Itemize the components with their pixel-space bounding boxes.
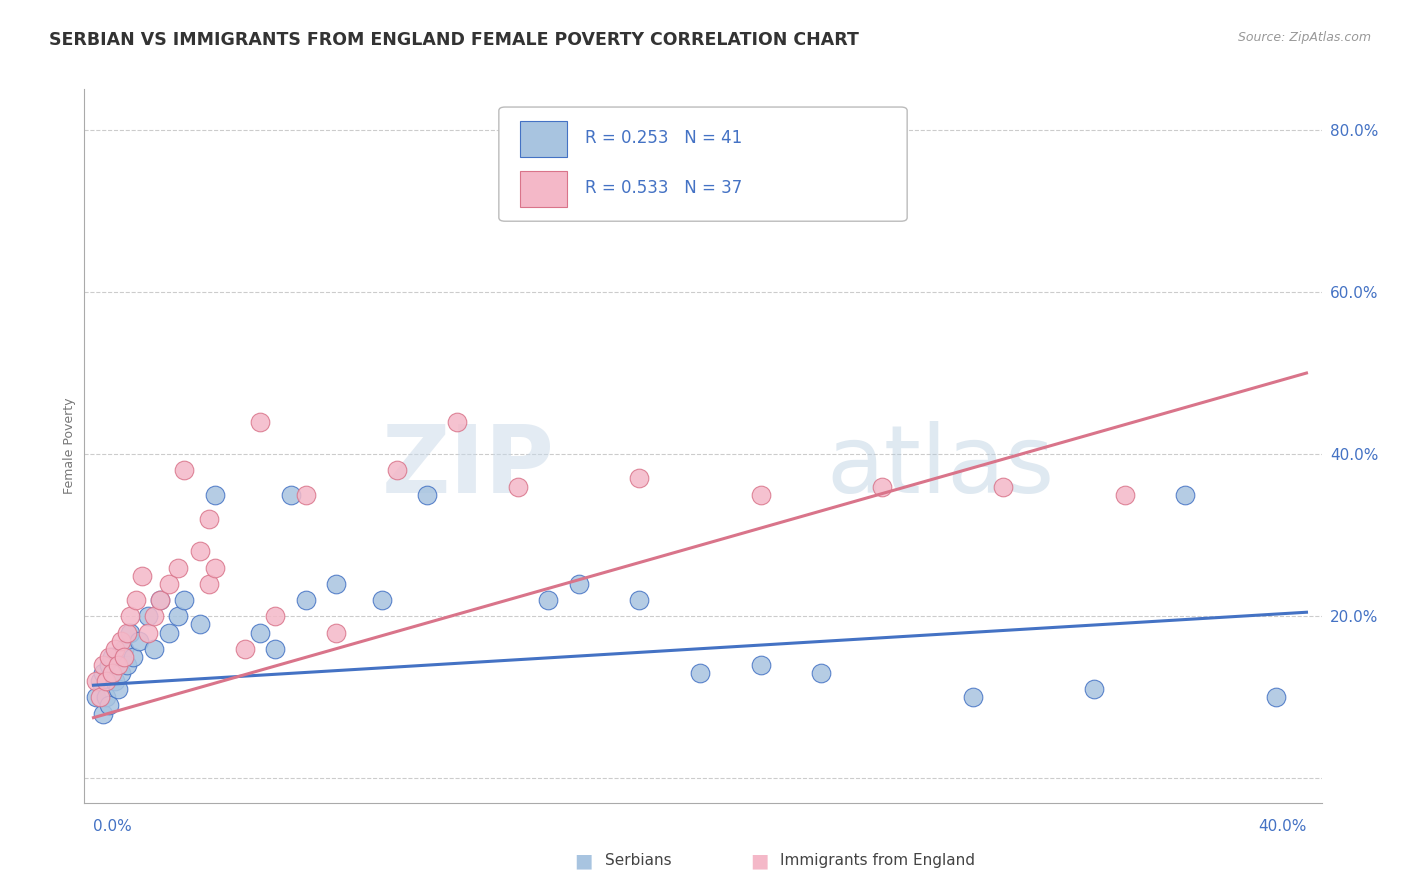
Point bbox=[962, 690, 984, 705]
Point bbox=[91, 666, 114, 681]
Point bbox=[143, 641, 166, 656]
Point bbox=[628, 593, 651, 607]
Point bbox=[188, 617, 211, 632]
Point bbox=[173, 463, 195, 477]
Point bbox=[249, 625, 271, 640]
Point bbox=[118, 625, 141, 640]
FancyBboxPatch shape bbox=[499, 107, 907, 221]
Text: R = 0.533   N = 37: R = 0.533 N = 37 bbox=[585, 178, 742, 196]
Point bbox=[810, 666, 832, 681]
Point bbox=[173, 593, 195, 607]
Text: 40.0%: 40.0% bbox=[1258, 819, 1306, 834]
Point bbox=[91, 706, 114, 721]
Point bbox=[107, 657, 129, 672]
Point bbox=[1174, 488, 1197, 502]
Point bbox=[325, 577, 347, 591]
Point bbox=[149, 593, 172, 607]
Point bbox=[264, 609, 287, 624]
Point bbox=[249, 415, 271, 429]
Point bbox=[97, 649, 120, 664]
Point bbox=[188, 544, 211, 558]
Point bbox=[89, 674, 111, 689]
Point bbox=[568, 577, 591, 591]
Point bbox=[506, 479, 529, 493]
Point bbox=[91, 657, 114, 672]
Point bbox=[294, 488, 316, 502]
Y-axis label: Female Poverty: Female Poverty bbox=[63, 398, 76, 494]
Text: ■: ■ bbox=[574, 851, 593, 871]
Point bbox=[86, 690, 108, 705]
FancyBboxPatch shape bbox=[520, 121, 567, 157]
Text: Source: ZipAtlas.com: Source: ZipAtlas.com bbox=[1237, 31, 1371, 45]
Point bbox=[104, 641, 127, 656]
Point bbox=[628, 471, 651, 485]
Point bbox=[122, 649, 145, 664]
Point bbox=[294, 593, 316, 607]
Point bbox=[1265, 690, 1288, 705]
Point bbox=[136, 609, 159, 624]
Point bbox=[157, 625, 180, 640]
Point bbox=[325, 625, 347, 640]
Point bbox=[233, 641, 256, 656]
Point bbox=[870, 479, 893, 493]
Point bbox=[107, 682, 129, 697]
Point bbox=[370, 593, 392, 607]
Text: R = 0.253   N = 41: R = 0.253 N = 41 bbox=[585, 128, 742, 146]
Point bbox=[537, 593, 560, 607]
Text: ZIP: ZIP bbox=[381, 421, 554, 514]
Point bbox=[112, 649, 135, 664]
Text: ■: ■ bbox=[749, 851, 769, 871]
Point bbox=[749, 488, 772, 502]
Point bbox=[197, 512, 219, 526]
Point bbox=[197, 577, 219, 591]
Point bbox=[167, 609, 190, 624]
Point bbox=[94, 690, 117, 705]
Point bbox=[110, 666, 132, 681]
Point bbox=[749, 657, 772, 672]
Point bbox=[125, 593, 148, 607]
Point bbox=[86, 674, 108, 689]
Point bbox=[204, 560, 226, 574]
Text: atlas: atlas bbox=[827, 421, 1054, 514]
FancyBboxPatch shape bbox=[520, 171, 567, 207]
Point bbox=[446, 415, 468, 429]
Point bbox=[993, 479, 1015, 493]
Point bbox=[280, 488, 302, 502]
Point bbox=[264, 641, 287, 656]
Point bbox=[143, 609, 166, 624]
Point bbox=[104, 674, 127, 689]
Point bbox=[204, 488, 226, 502]
Point bbox=[94, 674, 117, 689]
Point bbox=[115, 657, 138, 672]
Point bbox=[1083, 682, 1105, 697]
Point bbox=[128, 633, 150, 648]
Point bbox=[100, 649, 122, 664]
Text: SERBIAN VS IMMIGRANTS FROM ENGLAND FEMALE POVERTY CORRELATION CHART: SERBIAN VS IMMIGRANTS FROM ENGLAND FEMAL… bbox=[49, 31, 859, 49]
Point bbox=[97, 657, 120, 672]
Point bbox=[115, 625, 138, 640]
Point bbox=[100, 666, 122, 681]
Point bbox=[97, 698, 120, 713]
Point bbox=[385, 463, 408, 477]
Text: 0.0%: 0.0% bbox=[93, 819, 132, 834]
Point bbox=[416, 488, 439, 502]
Point bbox=[118, 609, 141, 624]
Point bbox=[689, 666, 711, 681]
Point bbox=[1114, 488, 1136, 502]
Point bbox=[89, 690, 111, 705]
Point bbox=[136, 625, 159, 640]
Text: Immigrants from England: Immigrants from England bbox=[780, 854, 976, 868]
Point bbox=[167, 560, 190, 574]
Point bbox=[157, 577, 180, 591]
Text: Serbians: Serbians bbox=[605, 854, 671, 868]
Point bbox=[112, 641, 135, 656]
Point bbox=[110, 633, 132, 648]
Point bbox=[131, 568, 153, 582]
Point bbox=[149, 593, 172, 607]
